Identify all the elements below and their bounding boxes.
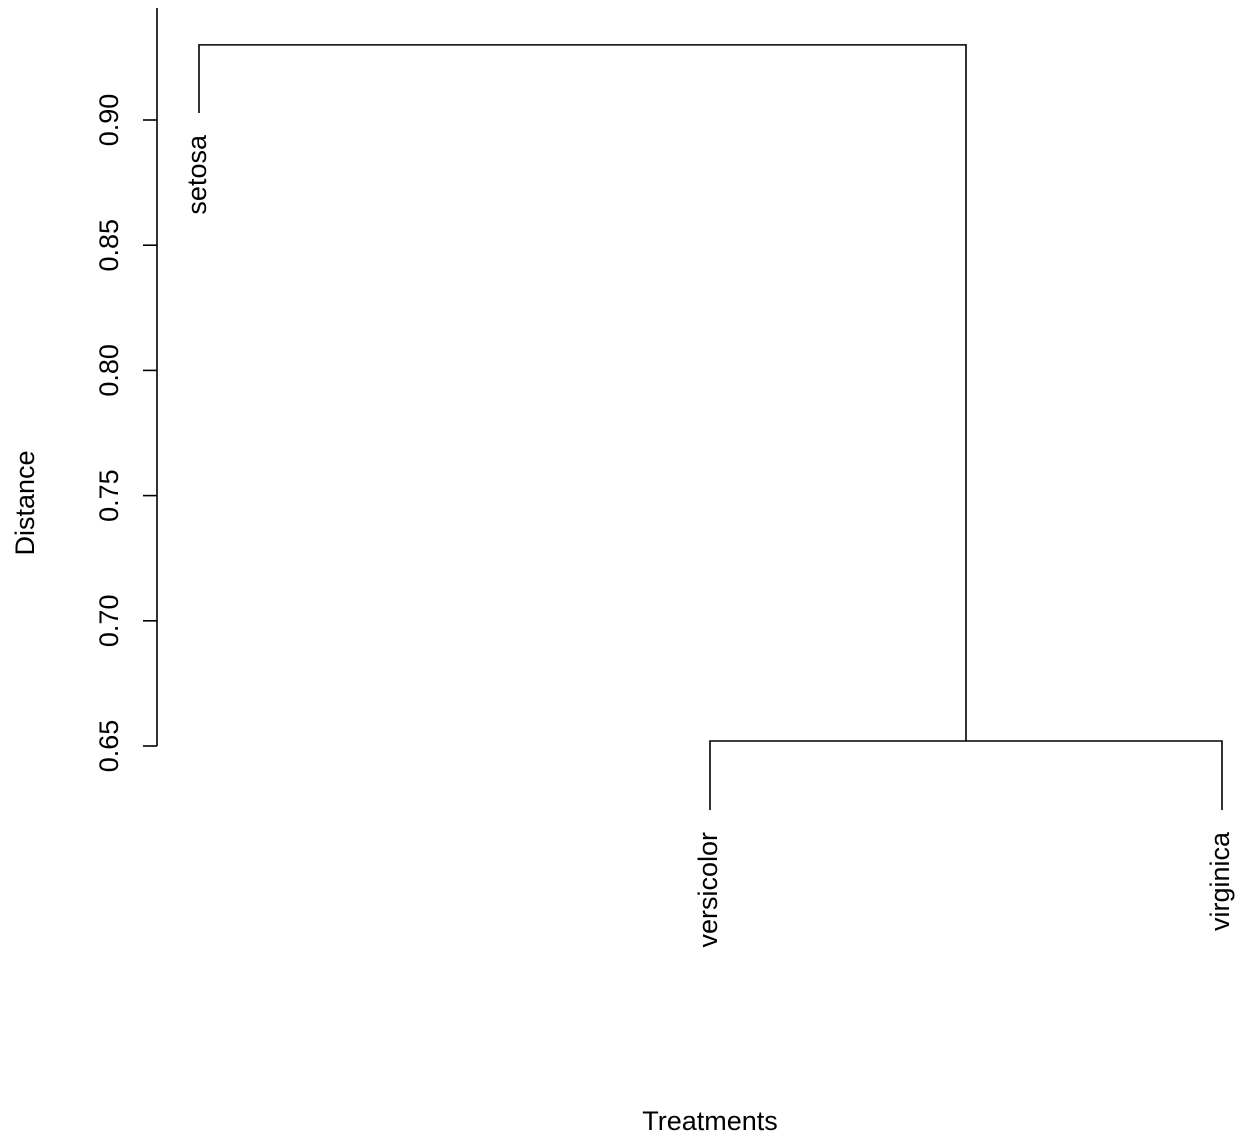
y-tick-label: 0.70 <box>94 595 124 648</box>
y-tick-label: 0.90 <box>94 94 124 147</box>
y-tick-label: 0.85 <box>94 219 124 272</box>
leaf-label-versicolor: versicolor <box>693 832 723 948</box>
y-axis: 0.65 0.70 0.75 0.80 0.85 0.90 <box>94 8 158 773</box>
branch-root <box>198 44 967 741</box>
y-tick-label: 0.65 <box>94 720 124 773</box>
x-axis-title: Treatments <box>642 1106 778 1136</box>
dendrogram-branches <box>198 44 1223 810</box>
leaf-label-virginica: virginica <box>1205 831 1235 931</box>
y-axis-title: Distance <box>10 450 40 555</box>
leaf-label-setosa: setosa <box>182 134 212 215</box>
leaf-labels: setosa versicolor virginica <box>182 134 1235 948</box>
y-tick-label: 0.80 <box>94 344 124 397</box>
y-tick-label: 0.75 <box>94 469 124 522</box>
branch-versicolor-virginica <box>709 740 1223 810</box>
